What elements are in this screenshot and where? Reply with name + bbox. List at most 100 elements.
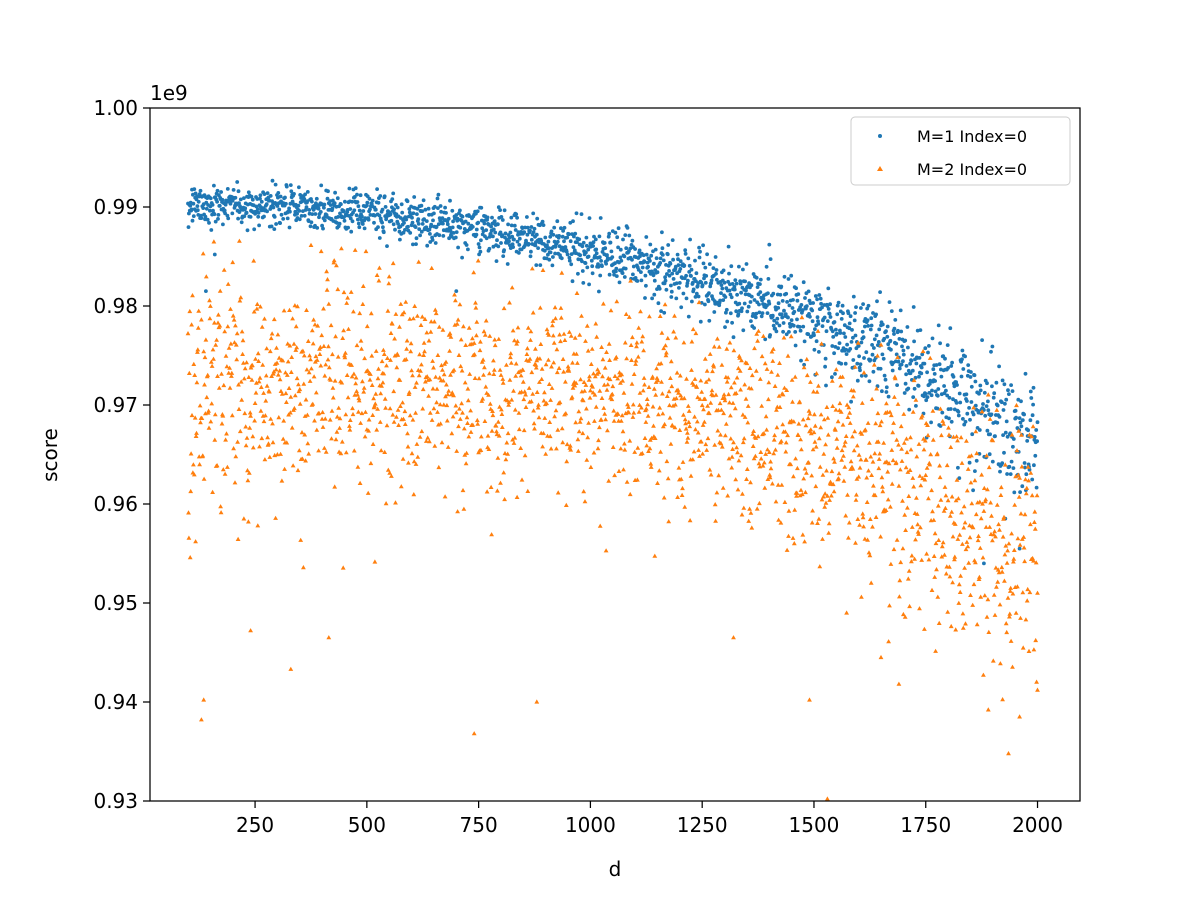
point-series-1 [420, 386, 426, 392]
point-series-1 [1035, 687, 1040, 692]
point-series-1 [529, 399, 534, 404]
point-series-1 [426, 338, 432, 343]
point-series-0 [908, 361, 912, 366]
point-series-1 [855, 340, 861, 345]
point-series-0 [273, 182, 278, 187]
point-series-1 [300, 456, 305, 461]
point-series-1 [901, 440, 907, 445]
point-series-1 [621, 467, 626, 472]
point-series-1 [628, 342, 634, 347]
point-series-0 [842, 331, 846, 336]
point-series-0 [881, 356, 886, 361]
point-series-1 [584, 406, 589, 411]
point-series-1 [948, 623, 954, 629]
point-series-0 [906, 386, 911, 391]
point-series-0 [463, 219, 468, 224]
point-series-0 [995, 420, 1000, 425]
point-series-1 [728, 436, 734, 441]
point-series-0 [961, 367, 966, 371]
point-series-0 [1010, 389, 1015, 393]
point-series-1 [990, 538, 995, 543]
point-series-1 [812, 439, 818, 444]
point-series-1 [523, 404, 529, 409]
point-series-1 [821, 417, 827, 422]
point-series-0 [956, 413, 961, 418]
point-series-0 [784, 332, 789, 337]
point-series-1 [893, 460, 899, 465]
point-series-1 [217, 323, 223, 328]
point-series-0 [966, 363, 971, 367]
point-series-0 [243, 206, 248, 211]
point-series-1 [1003, 543, 1009, 548]
point-series-1 [504, 440, 510, 445]
point-series-1 [330, 385, 336, 390]
point-series-0 [362, 226, 367, 231]
point-series-0 [213, 219, 218, 224]
point-series-1 [567, 443, 573, 448]
point-series-0 [216, 217, 220, 221]
point-series-0 [867, 379, 872, 384]
point-series-1 [285, 341, 291, 346]
point-series-1 [642, 435, 648, 440]
point-series-0 [528, 228, 532, 233]
point-series-1 [840, 422, 846, 427]
point-series-0 [872, 337, 877, 342]
point-series-0 [768, 333, 772, 337]
point-series-1 [807, 697, 812, 702]
point-series-1 [740, 412, 746, 417]
point-series-1 [220, 467, 226, 472]
point-series-0 [628, 246, 633, 251]
point-series-0 [453, 235, 458, 240]
y-tick-label: 0.93 [93, 789, 138, 813]
point-series-1 [251, 258, 257, 263]
point-series-1 [497, 367, 503, 372]
point-series-1 [621, 390, 627, 395]
point-series-1 [410, 373, 415, 378]
point-series-1 [842, 464, 848, 469]
point-series-0 [517, 251, 521, 255]
point-series-1 [763, 414, 769, 419]
point-series-0 [388, 212, 393, 217]
point-series-1 [312, 418, 317, 423]
point-series-1 [659, 330, 665, 335]
point-series-0 [567, 258, 572, 263]
point-series-0 [553, 251, 557, 256]
point-series-1 [393, 500, 398, 505]
point-series-1 [423, 438, 429, 443]
point-series-1 [670, 423, 676, 428]
point-series-1 [708, 472, 714, 477]
point-series-1 [776, 517, 781, 522]
point-series-0 [820, 305, 824, 310]
point-series-1 [861, 524, 866, 529]
point-series-1 [988, 500, 993, 505]
point-series-0 [715, 277, 719, 282]
point-series-0 [239, 220, 244, 225]
point-series-1 [273, 515, 278, 520]
point-series-0 [899, 329, 904, 334]
point-series-0 [833, 372, 837, 376]
point-series-1 [481, 372, 486, 377]
point-series-1 [881, 440, 887, 445]
point-series-1 [740, 439, 746, 445]
point-series-1 [974, 622, 980, 627]
point-series-1 [970, 525, 976, 530]
point-series-1 [985, 392, 991, 397]
point-series-1 [1007, 614, 1012, 619]
point-series-1 [856, 474, 862, 479]
point-series-1 [626, 404, 631, 409]
point-series-1 [470, 422, 476, 427]
point-series-0 [509, 223, 514, 228]
y-tick-label: 0.99 [93, 195, 138, 219]
point-series-1 [754, 331, 760, 336]
point-series-1 [697, 453, 702, 458]
point-series-1 [851, 388, 857, 393]
point-series-0 [607, 272, 612, 277]
point-series-0 [533, 243, 538, 248]
point-series-0 [929, 393, 934, 398]
point-series-0 [908, 371, 913, 376]
point-series-0 [836, 346, 840, 351]
point-series-1 [982, 593, 988, 598]
point-series-0 [510, 242, 515, 247]
point-series-1 [708, 400, 714, 405]
point-series-1 [379, 383, 384, 388]
